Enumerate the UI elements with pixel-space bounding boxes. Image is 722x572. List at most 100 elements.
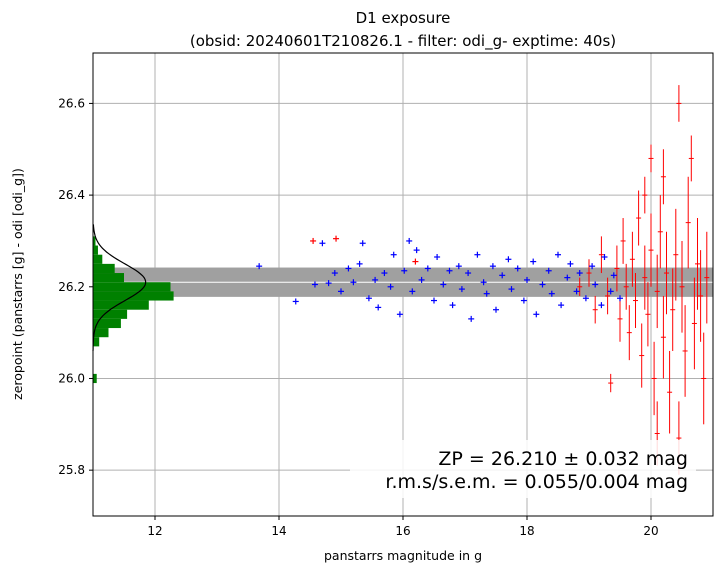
red-data-point <box>648 144 654 173</box>
zeropoint-band <box>93 267 713 297</box>
red-data-point <box>617 295 623 342</box>
blue-data-point <box>311 281 318 288</box>
blue-data-point <box>365 295 372 302</box>
red-data-point <box>685 176 691 269</box>
blue-data-point <box>483 290 490 297</box>
blue-data-point <box>598 302 605 309</box>
red-data-point <box>577 277 583 296</box>
blue-data-point <box>338 288 344 295</box>
histogram-bar <box>93 337 100 347</box>
blue-data-point <box>396 311 403 318</box>
blue-data-point <box>539 281 546 288</box>
blue-data-point <box>409 288 416 295</box>
blue-data-point <box>567 260 574 267</box>
chart-title-line2: (obsid: 20240601T210826.1 - filter: odi_… <box>190 32 616 51</box>
red-data-point <box>636 190 642 246</box>
histogram-bar <box>93 236 96 246</box>
blue-data-point <box>493 306 499 313</box>
zp-annotation-line1: ZP = 26.210 ± 0.032 mag <box>438 448 688 470</box>
blue-data-point <box>610 272 617 279</box>
red-data-point <box>667 350 673 434</box>
blue-data-point <box>372 276 379 283</box>
red-data-point <box>592 295 598 324</box>
outlier-data-point <box>412 258 419 265</box>
zp-annotation: ZP = 26.210 ± 0.032 mag r.m.s/s.e.m. = 0… <box>350 440 696 498</box>
blue-points <box>256 237 623 322</box>
blue-data-point <box>440 281 447 288</box>
red-data-point <box>701 332 707 425</box>
red-data-point <box>629 231 635 287</box>
red-data-point <box>660 295 666 379</box>
blue-data-point <box>434 253 441 260</box>
blue-data-point <box>573 288 580 295</box>
x-axis-label: panstarrs magnitude in g <box>324 548 482 563</box>
red-data-point <box>642 176 648 214</box>
outlier-data-point <box>310 237 317 244</box>
histogram-bar <box>93 373 97 384</box>
blue-data-point <box>375 304 382 311</box>
histogram-bar <box>93 273 124 283</box>
y-axis-ticks: 25.8 26.0 26.2 26.4 26.6 <box>58 96 93 477</box>
red-data-point <box>623 263 629 310</box>
blue-data-point <box>530 258 537 265</box>
blue-data-point <box>406 237 413 244</box>
blue-data-point <box>413 247 420 254</box>
blue-data-point <box>505 256 512 263</box>
red-data-point <box>688 135 694 182</box>
blue-data-point <box>558 302 565 309</box>
blue-data-point <box>431 297 437 304</box>
red-data-point <box>633 273 638 329</box>
blue-data-point <box>468 315 475 322</box>
x-tick-label: 20 <box>643 524 658 538</box>
blue-data-point <box>319 240 326 247</box>
y-tick-label: 26.6 <box>58 96 85 110</box>
blue-data-point <box>617 295 623 302</box>
red-data-point <box>673 208 679 301</box>
blue-data-point <box>465 270 472 277</box>
red-data-point <box>598 236 604 274</box>
red-data-point <box>639 323 645 388</box>
red-data-point <box>645 282 651 347</box>
blue-data-point <box>508 286 515 293</box>
blue-data-point <box>589 263 596 270</box>
blue-data-point <box>524 276 530 283</box>
red-data-point <box>691 277 697 370</box>
red-data-point <box>660 149 666 205</box>
red-data-point <box>620 218 626 264</box>
histogram-bar <box>93 328 109 338</box>
zp-annotation-background <box>350 440 696 498</box>
chart-title-line1: D1 exposure <box>356 9 451 27</box>
blue-data-point <box>292 298 299 305</box>
red-data-point <box>679 240 685 333</box>
blue-data-point <box>356 260 363 267</box>
histogram-bar <box>93 254 103 264</box>
outlier-data-point <box>333 235 340 242</box>
blue-data-point <box>325 280 332 287</box>
red-data-point <box>670 268 676 351</box>
histogram-bar <box>93 245 98 255</box>
blue-data-point <box>489 263 496 270</box>
blue-data-point <box>359 240 366 247</box>
blue-data-point <box>480 279 487 286</box>
blue-data-point <box>455 263 462 270</box>
y-tick-label: 25.8 <box>58 463 85 477</box>
red-data-point <box>676 85 682 122</box>
blue-data-point <box>520 297 527 304</box>
x-tick-label: 16 <box>395 524 410 538</box>
histogram-bar <box>93 318 121 329</box>
red-data-point <box>682 305 688 397</box>
blue-data-point <box>345 265 352 272</box>
blue-data-point <box>449 302 456 309</box>
red-data-point <box>586 259 592 287</box>
red-data-point <box>648 213 654 287</box>
blue-data-point <box>401 267 408 274</box>
blue-data-point <box>514 265 521 272</box>
y-tick-label: 26.0 <box>58 371 85 385</box>
blue-data-point <box>474 251 481 258</box>
blue-data-point <box>387 283 394 290</box>
x-tick-label: 14 <box>271 524 286 538</box>
y-axis-label: zeropoint (panstarrs [g] - odi [odi_g]) <box>10 168 25 400</box>
blue-data-point <box>601 253 608 260</box>
blue-data-point <box>548 290 555 297</box>
